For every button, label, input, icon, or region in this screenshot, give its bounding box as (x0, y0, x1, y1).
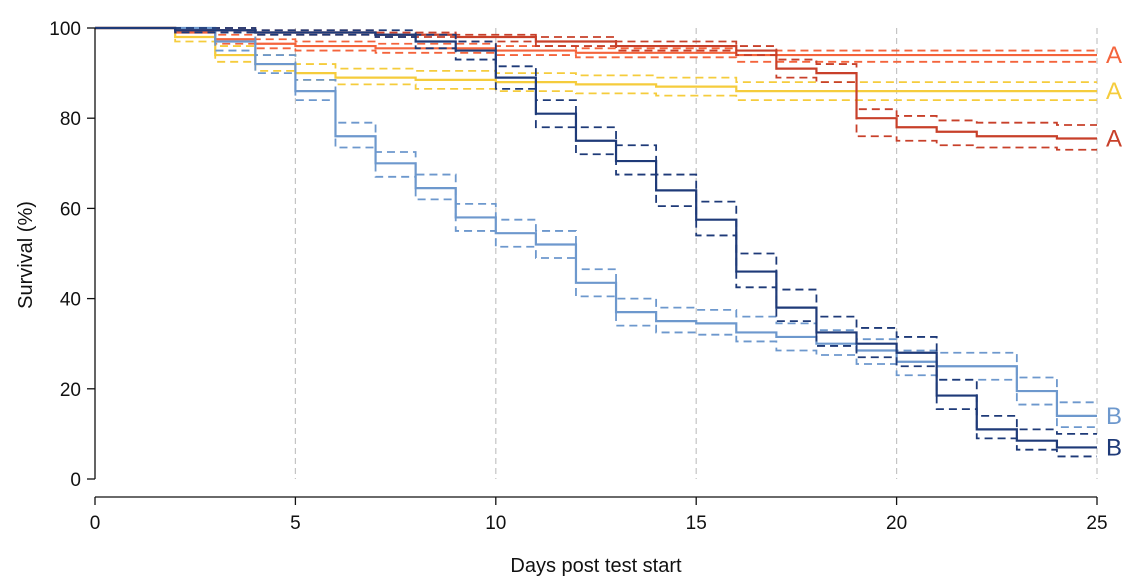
series-5 (95, 26, 1097, 458)
axes: 0 20 40 60 80 100 0 5 10 15 20 25 (49, 19, 1107, 534)
reference-lines (294, 28, 1098, 479)
series-lower-ci-line (95, 27, 1097, 63)
y-axis-title: Survival (%) (15, 201, 37, 309)
series-estimate-line (95, 26, 1097, 449)
series-group (95, 26, 1097, 458)
x-tick-label: 0 (90, 513, 101, 534)
x-tick-label: 10 (485, 513, 506, 534)
y-tick-label: 80 (60, 109, 81, 130)
series-estimate-line (95, 26, 1097, 417)
series-end-label: B (1106, 434, 1122, 461)
y-tick-label: 0 (70, 470, 81, 491)
series-estimate-line (95, 26, 1097, 140)
series-end-label: A (1106, 78, 1122, 105)
x-tick-label: 25 (1086, 513, 1107, 534)
series-estimate-line (95, 26, 1097, 93)
x-axis-title: Days post test start (510, 555, 682, 577)
x-tick-label: 20 (886, 513, 907, 534)
series-3 (95, 26, 1097, 151)
series-4 (95, 26, 1097, 429)
series-end-label: B (1106, 403, 1122, 430)
series-end-label: A (1106, 42, 1122, 69)
x-tick-label: 5 (290, 513, 301, 534)
series-1 (95, 26, 1097, 63)
series-end-label: A (1106, 125, 1122, 152)
x-tick-label: 15 (686, 513, 707, 534)
series-lower-ci-line (95, 27, 1097, 458)
y-tick-label: 60 (60, 199, 81, 220)
series-upper-ci-line (95, 27, 1097, 52)
y-tick-label: 40 (60, 290, 81, 311)
y-tick-label: 100 (49, 19, 81, 40)
series-upper-ci-line (95, 27, 1097, 435)
y-tick-label: 20 (60, 380, 81, 401)
